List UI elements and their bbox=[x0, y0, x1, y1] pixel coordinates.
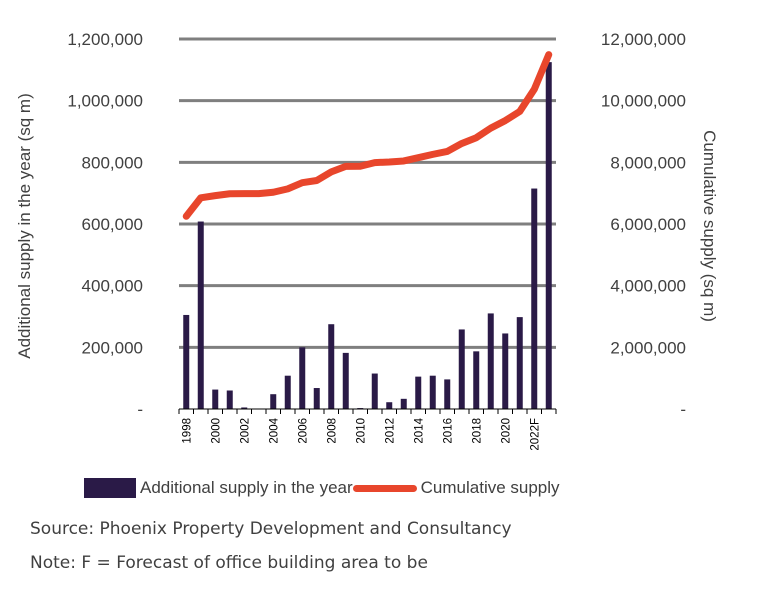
x-tick-label: 2016 bbox=[442, 418, 454, 444]
cumulative-line bbox=[182, 51, 553, 220]
right-tick-label: 4,000,000 bbox=[610, 277, 686, 296]
x-tick-label: 2020 bbox=[500, 418, 512, 444]
left-tick-label: 200,000 bbox=[82, 338, 143, 357]
right-tick-label: 10,000,000 bbox=[601, 92, 686, 111]
right-tick-label: 8,000,000 bbox=[610, 153, 686, 172]
bar bbox=[270, 394, 277, 409]
right-axis-title: Cumulative supply (sq m) bbox=[700, 130, 719, 322]
x-tick-label: 2004 bbox=[268, 417, 280, 443]
legend-line-swatch bbox=[352, 484, 417, 492]
legend-line-label: Cumulative supply bbox=[420, 478, 560, 497]
bar bbox=[473, 351, 480, 409]
bar bbox=[444, 379, 451, 409]
bar bbox=[212, 389, 219, 409]
source-note: Source: Phoenix Property Development and… bbox=[30, 519, 512, 539]
x-tick-label: 2000 bbox=[210, 418, 222, 444]
bar bbox=[342, 352, 349, 409]
bar bbox=[415, 376, 422, 410]
x-tick-label: 2010 bbox=[355, 418, 367, 444]
right-tick-label: - bbox=[680, 400, 686, 419]
bar bbox=[487, 313, 494, 409]
bar bbox=[458, 329, 465, 409]
bar-series bbox=[183, 62, 552, 410]
line-series bbox=[182, 51, 553, 220]
bar bbox=[516, 317, 523, 409]
bar bbox=[400, 398, 407, 409]
legend: Additional supply in the year Cumulative… bbox=[84, 477, 560, 499]
x-axis: 1998 2000 2002 2004 2006 2008 2010 2012 2014 2016… bbox=[178, 408, 557, 451]
left-axis-title: Additional supply in the year (sq m) bbox=[15, 93, 34, 359]
left-tick-label: 800,000 bbox=[82, 153, 143, 172]
right-tick-label: 2,000,000 bbox=[610, 338, 686, 357]
bar bbox=[328, 324, 335, 409]
left-tick-label: 400,000 bbox=[82, 277, 143, 296]
legend-bar-label: Additional supply in the year bbox=[140, 478, 353, 497]
left-axis-ticks: - 200,000 400,000 600,000 800,000 1,000,000 1,… bbox=[67, 30, 143, 419]
x-tick-label: 2014 bbox=[413, 417, 425, 443]
left-tick-label: 600,000 bbox=[82, 215, 143, 234]
bar bbox=[299, 347, 306, 409]
x-tick-label: 2002 bbox=[239, 418, 251, 444]
bar bbox=[197, 221, 204, 409]
right-axis-ticks: - 2,000,000 4,000,000 6,000,000 8,000,000 10,… bbox=[601, 30, 686, 419]
bar bbox=[502, 333, 509, 409]
left-tick-label: - bbox=[137, 400, 143, 419]
x-tick-label: 2008 bbox=[326, 418, 338, 444]
forecast-note: Note: F = Forecast of office building ar… bbox=[30, 553, 428, 573]
chart-canvas: - 200,000 400,000 600,000 800,000 1,000,000 1,… bbox=[15, 30, 719, 451]
bar bbox=[545, 62, 552, 410]
bar bbox=[313, 388, 320, 409]
bar bbox=[226, 390, 233, 409]
right-tick-label: 6,000,000 bbox=[610, 215, 686, 234]
legend-bar-swatch bbox=[84, 478, 136, 498]
right-tick-label: 12,000,000 bbox=[601, 30, 686, 49]
bar bbox=[241, 407, 248, 409]
x-tick-label: 2012 bbox=[384, 418, 396, 444]
bar bbox=[284, 375, 291, 409]
bar bbox=[386, 402, 393, 409]
bar bbox=[429, 375, 436, 409]
bar bbox=[371, 373, 378, 409]
x-tick-label: 2006 bbox=[297, 418, 309, 444]
x-tick-label: 2018 bbox=[471, 418, 483, 444]
left-tick-label: 1,200,000 bbox=[67, 30, 143, 49]
x-tick-label: 1998 bbox=[181, 418, 193, 444]
x-tick-label: 2022F bbox=[529, 418, 541, 451]
bar bbox=[531, 188, 538, 409]
left-tick-label: 1,000,000 bbox=[67, 92, 143, 111]
bar bbox=[183, 314, 190, 409]
